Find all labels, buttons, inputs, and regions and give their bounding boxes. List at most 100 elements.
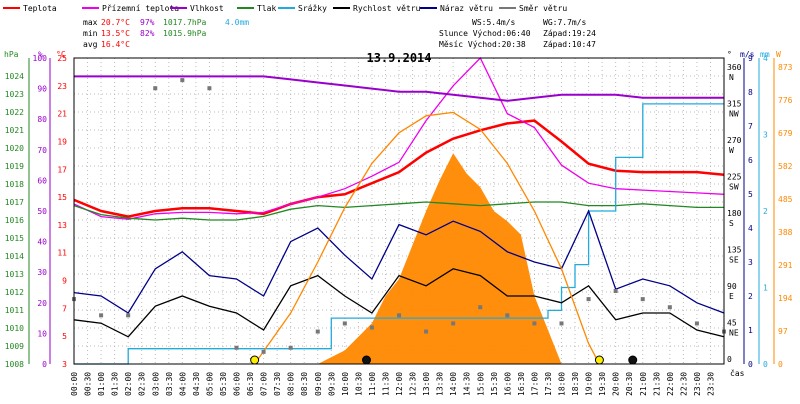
series-line-2 (74, 75, 724, 102)
tick-mm-1: 1 (763, 284, 768, 293)
axis-unit-w: W (776, 50, 781, 59)
tick-x-27: 13:30 (436, 372, 445, 396)
legend-label-srazky: Srážky (298, 4, 327, 13)
tick-degc-10: 23 (57, 82, 67, 91)
wind-dir-marker-7 (261, 349, 266, 354)
tick-x-25: 12:30 (409, 372, 418, 396)
tick-degc-2: 7 (62, 304, 67, 313)
tick-deg-3: 135 (727, 246, 742, 255)
tick-degc-5: 13 (57, 221, 67, 230)
tick-degc-8: 19 (57, 137, 67, 146)
tick-x-16: 08:00 (287, 372, 296, 396)
tick-deg-compass-5: SW (729, 183, 739, 192)
tick-deg-compass-6: W (729, 146, 734, 155)
tick-x-19: 09:30 (327, 372, 336, 396)
tick-x-14: 07:00 (260, 372, 269, 396)
wind-dir-marker-10 (342, 321, 347, 326)
tick-hpa-5: 1013 (5, 270, 24, 279)
tick-x-31: 15:30 (490, 372, 499, 396)
stat-min-press: 1015.9hPa (163, 29, 207, 38)
wind-dir-marker-3 (153, 86, 158, 91)
series-line-4 (74, 103, 724, 365)
tick-x-1: 00:30 (84, 372, 93, 396)
tick-degc-1: 5 (62, 332, 67, 341)
wind-dir-marker-19 (586, 297, 591, 302)
wind-dir-marker-15 (478, 305, 483, 310)
tick-hpa-8: 1016 (5, 216, 24, 225)
tick-hpa-9: 1017 (5, 198, 24, 207)
tick-mm-0: 0 (763, 360, 768, 369)
stat-max-label: max (83, 18, 98, 27)
tick-x-7: 03:30 (165, 372, 174, 396)
tick-w-0: 0 (778, 360, 783, 369)
tick-ms-1: 1 (748, 326, 753, 335)
tick-x-3: 01:30 (111, 372, 120, 396)
tick-pct-6: 30 (37, 268, 47, 277)
tick-degc-3: 9 (62, 277, 67, 286)
tick-x-37: 18:30 (571, 372, 580, 396)
tick-x-46: 23:00 (693, 372, 702, 396)
axis-unit-degc: °C (56, 50, 66, 59)
tick-x-5: 02:30 (138, 372, 147, 396)
stat-wg: WG:7.7m/s (543, 18, 587, 27)
series-radiation-area (317, 153, 562, 364)
tick-x-9: 04:30 (192, 372, 201, 396)
legend-label-smer: Směr větru (519, 4, 567, 13)
tick-mm-3: 3 (763, 131, 768, 140)
tick-hpa-12: 1020 (5, 144, 24, 153)
tick-x-40: 20:00 (612, 372, 621, 396)
wind-dir-marker-23 (694, 321, 699, 326)
tick-w-2: 194 (778, 294, 793, 303)
wind-dir-marker-2 (126, 313, 131, 318)
tick-deg-0: 0 (727, 355, 732, 364)
tick-x-8: 04:00 (178, 372, 187, 396)
wind-dir-marker-9 (315, 329, 320, 334)
tick-x-2: 01:00 (97, 372, 106, 396)
tick-hpa-11: 1019 (5, 162, 24, 171)
tick-ms-8: 8 (748, 88, 753, 97)
wind-dir-marker-8 (288, 345, 293, 350)
tick-hpa-6: 1014 (5, 252, 24, 261)
tick-x-17: 08:30 (300, 372, 309, 396)
tick-ms-7: 7 (748, 122, 753, 131)
wind-dir-marker-13 (424, 329, 429, 334)
wind-dir-marker-22 (667, 305, 672, 310)
axis-unit-hpa: hPa (4, 50, 19, 59)
axis-unit-deg: ° (727, 50, 732, 59)
radiation-area (317, 153, 562, 364)
axis-unit-mm: mm (760, 50, 770, 59)
tick-x-32: 16:00 (503, 372, 512, 396)
tick-x-0: 00:00 (70, 372, 79, 396)
wind-dir-marker-12 (397, 313, 401, 318)
tick-degc-7: 17 (57, 165, 67, 174)
tick-hpa-10: 1018 (5, 180, 24, 189)
tick-ms-2: 2 (748, 292, 753, 301)
tick-pct-0: 0 (42, 360, 47, 369)
tick-pct-2: 10 (37, 329, 47, 338)
tick-hpa-16: 1024 (5, 72, 24, 81)
tick-degc-9: 21 (57, 110, 67, 119)
sun-marker-1 (594, 355, 604, 365)
legend-label-rychlost: Rychlost větru (353, 4, 421, 13)
stat-min-temp: 13.5°C (101, 29, 130, 38)
axis-unit-ms: m/s (740, 50, 755, 59)
stat-max-press: 1017.7hPa (163, 18, 207, 27)
wind-dir-marker-17 (532, 321, 537, 326)
tick-x-12: 06:00 (233, 372, 242, 396)
wind-dir-marker-21 (640, 297, 645, 302)
tick-degc-11: 25 (57, 54, 67, 63)
axes (28, 57, 775, 365)
wind-dir-marker-20 (613, 289, 618, 293)
tick-x-29: 14:30 (463, 372, 472, 396)
tick-deg-compass-3: SE (729, 256, 739, 265)
tick-x-18: 09:00 (314, 372, 323, 396)
tick-x-41: 20:30 (625, 372, 634, 396)
tick-degc-0: 3 (62, 360, 67, 369)
stat-ws: WS:5.4m/s (472, 18, 516, 27)
legend-label-tlak: Tlak (257, 4, 276, 13)
tick-hpa-2: 1010 (5, 324, 24, 333)
tick-x-34: 17:00 (530, 372, 539, 396)
wind-dir-marker-1 (99, 313, 104, 318)
